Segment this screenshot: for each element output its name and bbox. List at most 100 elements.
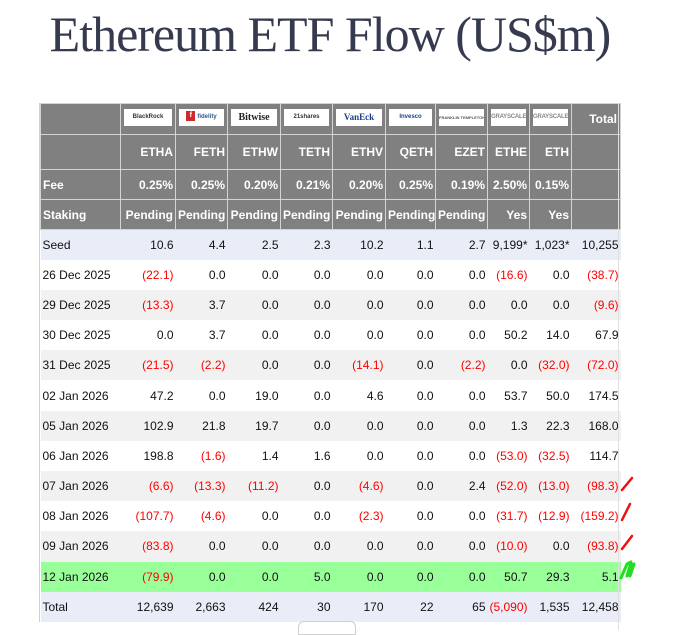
flow-cell: 0.0 xyxy=(332,531,386,562)
flow-cell: 0.0 xyxy=(175,380,228,411)
flow-cell: 0.0 xyxy=(385,350,436,381)
ticker-header: EZET xyxy=(435,134,488,170)
flow-cell: (83.8) xyxy=(120,531,176,562)
flow-cell: 5.0 xyxy=(280,561,333,592)
issuer-logo-cell: 21shares xyxy=(280,103,333,135)
red-slash-icon xyxy=(620,534,634,551)
issuer-logo-icon: BlackRock xyxy=(124,109,172,126)
issuer-logo-icon: Invesco xyxy=(389,109,432,126)
flow-cell: 0.0 xyxy=(175,259,228,290)
flow-cell: 0.0 xyxy=(332,440,386,471)
flow-cell: 50.2 xyxy=(487,320,530,351)
flow-cell: 0.0 xyxy=(529,531,572,562)
empty-total-cell xyxy=(571,199,621,230)
flow-cell: 0.0 xyxy=(280,350,333,381)
flow-cell: 50.0 xyxy=(529,380,572,411)
flow-cell: 19.7 xyxy=(227,410,281,441)
table-row: 31 Dec 2025 (21.5) (2.2) 0.0 0.0 (14.1) 0.0 (2.… xyxy=(40,350,621,381)
flow-cell: (22.1) xyxy=(120,259,176,290)
staking-cell: Pending xyxy=(385,199,436,230)
flow-cell: (4.6) xyxy=(175,501,228,532)
flow-cell: 9,199* xyxy=(487,229,530,260)
flow-cell: (5,090) xyxy=(487,591,530,622)
flow-cell: (12.9) xyxy=(529,501,572,532)
flow-cell: (10.0) xyxy=(487,531,530,562)
flow-cell: (6.6) xyxy=(120,471,176,502)
flow-cell: 0.0 xyxy=(385,471,436,502)
table-row: 02 Jan 2026 47.2 0.0 19.0 0.0 4.6 0.0 0.0 53.7 50… xyxy=(40,380,621,411)
ticker-header: ETHV xyxy=(332,134,386,170)
table-row: 26 Dec 2025 (22.1) 0.0 0.0 0.0 0.0 0.0 0.0 (16.6… xyxy=(40,259,621,290)
table-row: 29 Dec 2025 (13.3) 3.7 0.0 0.0 0.0 0.0 0.0 0.0 0.… xyxy=(40,289,621,321)
flow-cell: 1.3 xyxy=(487,410,530,441)
flow-cell: 1.1 xyxy=(385,229,436,260)
flow-cell: 22 xyxy=(385,591,436,622)
row-label: 05 Jan 2026 xyxy=(40,410,121,441)
flow-cell: 424 xyxy=(227,591,281,622)
fee-cell: 0.20% xyxy=(332,169,386,200)
flow-cell: 0.0 xyxy=(385,501,436,532)
flow-cell: (2.2) xyxy=(175,350,228,381)
flow-cell: (1.6) xyxy=(175,440,228,471)
row-label: 29 Dec 2025 xyxy=(40,289,121,321)
table-row: 09 Jan 2026 (83.8) 0.0 0.0 0.0 0.0 0.0 0.0 (10.0… xyxy=(40,531,621,562)
row-label: 09 Jan 2026 xyxy=(40,531,121,562)
issuer-logo-cell: VanEck xyxy=(332,103,386,135)
flow-cell: 0.0 xyxy=(435,561,488,592)
table-row: 08 Jan 2026 (107.7) (4.6) 0.0 0.0 (2.3) 0.0 0.0… xyxy=(40,501,621,532)
row-total-cell: 12,458 xyxy=(571,591,621,622)
flow-cell: 0.0 xyxy=(385,380,436,411)
fee-row: Fee 0.25% 0.25% 0.20% 0.21% 0.20% 0.25% 0.19% 2… xyxy=(40,169,621,200)
flow-cell: 10.2 xyxy=(332,229,386,260)
flow-cell: 102.9 xyxy=(120,410,176,441)
table-row: 06 Jan 2026 198.8 (1.6) 1.4 1.6 0.0 0.0 0.0 (53.… xyxy=(40,440,621,471)
flow-cell: 53.7 xyxy=(487,380,530,411)
flow-cell: 0.0 xyxy=(385,410,436,441)
flow-cell: 0.0 xyxy=(280,289,333,321)
staking-cell: Pending xyxy=(332,199,386,230)
flow-cell: 0.0 xyxy=(280,320,333,351)
flow-cell: 0.0 xyxy=(120,320,176,351)
fee-cell: 0.21% xyxy=(280,169,333,200)
flow-cell: 0.0 xyxy=(435,531,488,562)
flow-cell: 0.0 xyxy=(529,259,572,290)
flow-cell: (2.2) xyxy=(435,350,488,381)
scroll-tab-handle[interactable] xyxy=(298,621,356,635)
ticker-header: TETH xyxy=(280,134,333,170)
flow-cell: 1.6 xyxy=(280,440,333,471)
flow-cell: 0.0 xyxy=(227,501,281,532)
flow-cell: 1,023* xyxy=(529,229,572,260)
flow-cell: 0.0 xyxy=(280,501,333,532)
flow-cell: 1.4 xyxy=(227,440,281,471)
ticker-header: ETHW xyxy=(227,134,281,170)
fee-cell: 0.25% xyxy=(175,169,228,200)
flow-cell: 47.2 xyxy=(120,380,176,411)
flow-cell: 3.7 xyxy=(175,289,228,321)
flow-cell: 0.0 xyxy=(435,501,488,532)
ticker-header: ETH xyxy=(529,134,572,170)
flow-cell: (31.7) xyxy=(487,501,530,532)
issuer-logo-cell: BlackRock xyxy=(120,103,176,135)
table-right-border xyxy=(618,103,619,630)
fee-cell: 2.50% xyxy=(487,169,530,200)
row-total-cell: (9.6) xyxy=(571,289,621,321)
fidelity-mark-icon: f xyxy=(186,111,196,122)
flow-cell: 0.0 xyxy=(227,289,281,321)
table-row: 12 Jan 2026 (79.9) 0.0 0.0 5.0 0.0 0.0 0.0 50.7 2… xyxy=(40,561,621,592)
corner-cell xyxy=(40,134,121,170)
flow-cell: 0.0 xyxy=(175,561,228,592)
total-column-header: Total xyxy=(571,103,621,135)
flow-cell: 12,639 xyxy=(120,591,176,622)
flow-cell: 0.0 xyxy=(332,561,386,592)
staking-label: Staking xyxy=(40,199,121,230)
flow-cell: 0.0 xyxy=(435,289,488,321)
flow-cell: 0.0 xyxy=(227,561,281,592)
ticker-header: ETHE xyxy=(487,134,530,170)
fee-cell: 0.15% xyxy=(529,169,572,200)
flow-cell: 2.4 xyxy=(435,471,488,502)
row-total-cell: (159.2) xyxy=(571,501,621,532)
flow-cell: 2.7 xyxy=(435,229,488,260)
flow-cell: 30 xyxy=(280,591,333,622)
flow-cell: (14.1) xyxy=(332,350,386,381)
ticker-header: FETH xyxy=(175,134,228,170)
